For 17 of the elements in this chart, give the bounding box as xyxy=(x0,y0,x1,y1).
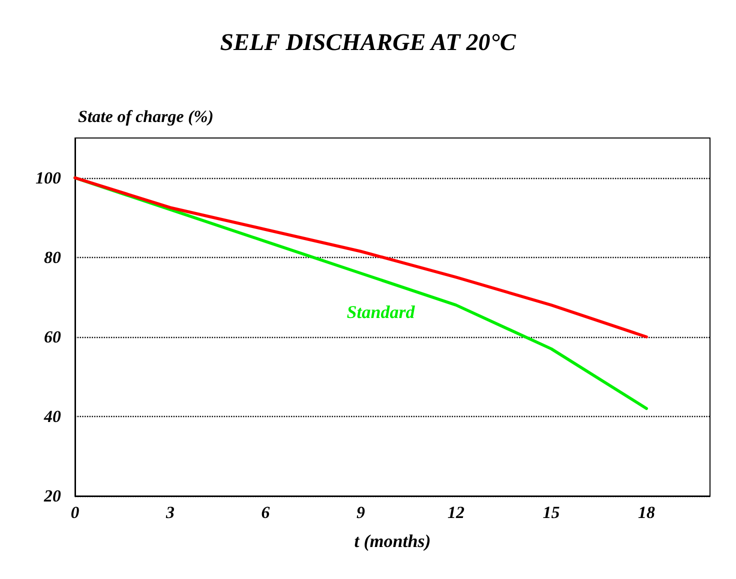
y-tick-label: 60 xyxy=(44,327,62,346)
line-series xyxy=(74,176,648,338)
y-tick-label: 100 xyxy=(36,168,62,188)
x-tick-label: 9 xyxy=(356,503,366,522)
chart-title: SELF DISCHARGE AT 20°C xyxy=(220,30,517,56)
x-tick-label: 18 xyxy=(638,503,656,522)
x-tick-label: 15 xyxy=(542,503,560,522)
x-tick-label: 6 xyxy=(261,503,270,522)
x-tick-label: 12 xyxy=(448,503,465,522)
series-label: Standard xyxy=(346,302,416,322)
x-axis-title: t (months) xyxy=(354,531,431,551)
y-tick-label: 80 xyxy=(44,248,62,267)
y-tick-label: 40 xyxy=(43,406,62,426)
x-tick-label: 0 xyxy=(70,503,80,522)
y-axis-title: State of charge (%) xyxy=(78,107,214,126)
x-tick-label: 3 xyxy=(165,503,175,522)
y-tick-label: 20 xyxy=(43,486,62,506)
